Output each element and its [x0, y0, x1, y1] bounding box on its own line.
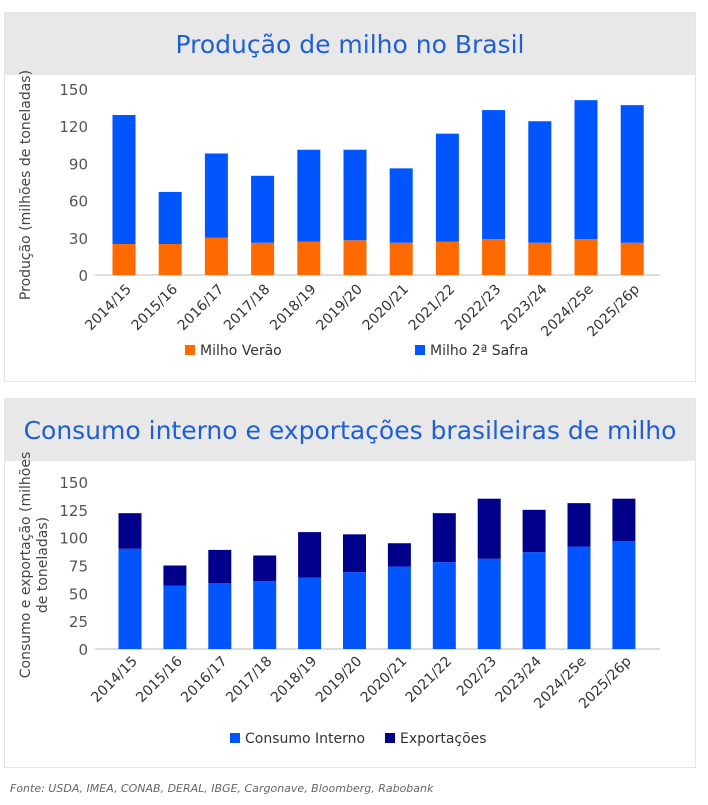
legend-swatch [415, 345, 425, 355]
bar-top-segment [204, 153, 228, 238]
y-tick-label: 100 [59, 530, 88, 548]
legend-swatch [385, 733, 395, 743]
bar-top-segment [298, 532, 322, 578]
bar-top-segment [343, 534, 366, 573]
production-title: Produção de milho no Brasil [5, 13, 695, 75]
y-tick-label: 25 [69, 613, 88, 631]
y-tick-label: 75 [69, 558, 88, 576]
bar-bottom-segment [482, 239, 506, 275]
bar-bottom-segment [528, 242, 552, 275]
legend-label: Milho 2ª Safra [430, 343, 528, 359]
y-tick-label: 0 [78, 641, 88, 659]
bar-top-segment [208, 549, 232, 584]
y-tick-label: 90 [69, 155, 88, 173]
x-tick-label: 2020/21 [358, 654, 410, 706]
x-tick-label: 2018/19 [267, 282, 319, 334]
source-note: Fonte: USDA, IMEA, CONAB, DERAL, IBGE, C… [10, 782, 434, 795]
legend-label: Milho Verão [200, 343, 282, 359]
y-tick-label: 50 [69, 585, 88, 603]
x-tick-label: 2014/15 [82, 282, 134, 334]
bar-top-segment [163, 565, 187, 586]
bar-top-segment [343, 149, 367, 241]
x-tick-label: 2018/19 [268, 654, 320, 706]
bar-bottom-segment [163, 585, 187, 649]
bar-bottom-segment [477, 558, 501, 649]
bar-bottom-segment [297, 241, 321, 275]
legend-label: Consumo Interno [245, 731, 365, 747]
bar-top-segment [432, 513, 456, 563]
bar-top-segment [251, 175, 275, 243]
consumption-title: Consumo interno e exportações brasileira… [5, 399, 695, 461]
y-tick-label: 150 [59, 474, 88, 492]
bar-top-segment [158, 191, 182, 244]
bar-bottom-segment [567, 546, 591, 649]
bar-top-segment [389, 168, 413, 243]
x-tick-label: 2015/16 [129, 281, 182, 334]
bar-bottom-segment [435, 241, 459, 275]
bar-top-segment [482, 110, 506, 240]
bar-bottom-segment [112, 244, 136, 275]
legend-label: Exportações [400, 731, 487, 747]
bar-bottom-segment [612, 541, 636, 649]
bar-top-segment [620, 105, 644, 243]
bar-bottom-segment [522, 552, 546, 649]
legend-swatch [230, 733, 240, 743]
y-axis-title: de toneladas) [35, 517, 51, 613]
bar-bottom-segment [387, 566, 411, 649]
x-tick-label: 2015/16 [133, 653, 186, 706]
x-tick-label: 2021/22 [406, 282, 458, 334]
bar-bottom-segment [343, 572, 366, 649]
bar-top-segment [567, 503, 591, 547]
x-tick-label: 2020/21 [360, 282, 412, 334]
bar-bottom-segment [389, 242, 413, 275]
x-tick-label: 2016/17 [175, 282, 227, 334]
bar-bottom-segment [432, 562, 456, 649]
legend-swatch [185, 345, 195, 355]
y-tick-label: 120 [59, 118, 88, 136]
y-tick-label: 60 [69, 193, 88, 211]
bar-top-segment [528, 121, 552, 243]
bar-bottom-segment [620, 242, 644, 275]
y-tick-label: 30 [69, 230, 88, 248]
y-tick-label: 125 [59, 502, 88, 520]
bar-top-segment [112, 115, 136, 244]
bar-bottom-segment [251, 242, 275, 275]
x-tick-label: 2022/23 [452, 282, 504, 334]
bar-bottom-segment [298, 577, 322, 649]
x-tick-label: 2019/20 [313, 282, 365, 334]
x-tick-label: 2017/18 [223, 654, 275, 706]
y-axis-title: Consumo e exportação (milhões [18, 452, 34, 679]
bar-top-segment [435, 133, 459, 242]
bar-top-segment [387, 543, 411, 567]
y-tick-label: 150 [59, 81, 88, 99]
bar-bottom-segment [574, 239, 598, 275]
bar-bottom-segment [118, 548, 142, 649]
bar-top-segment [297, 149, 321, 242]
x-tick-label: 2017/18 [221, 282, 273, 334]
y-axis-title: Produção (milhões de toneladas) [18, 70, 34, 300]
bar-top-segment [118, 513, 142, 549]
bar-bottom-segment [208, 583, 232, 649]
bar-bottom-segment [343, 240, 367, 275]
x-tick-label: 2019/20 [313, 654, 365, 706]
bar-bottom-segment [204, 237, 228, 275]
x-tick-label: 2021/22 [403, 654, 455, 706]
bar-top-segment [574, 100, 598, 240]
bar-bottom-segment [253, 581, 277, 649]
bar-top-segment [477, 498, 501, 559]
x-tick-label: 2014/15 [88, 654, 140, 706]
bar-top-segment [522, 509, 546, 553]
bar-bottom-segment [158, 244, 182, 275]
x-tick-label: 2016/17 [178, 654, 230, 706]
y-tick-label: 0 [78, 267, 88, 285]
bar-top-segment [612, 498, 636, 542]
bar-top-segment [253, 555, 277, 582]
